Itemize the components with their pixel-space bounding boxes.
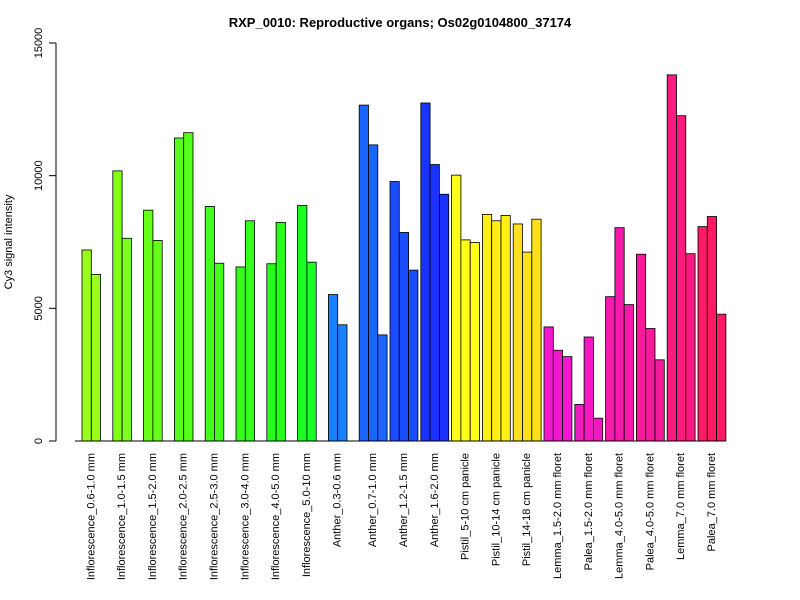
bar	[389, 181, 400, 442]
bar	[645, 328, 656, 442]
bar	[235, 266, 246, 442]
bar	[438, 193, 450, 442]
bar	[460, 239, 471, 442]
x-tick-label: Inflorescence_4.0-5.0 mm	[270, 453, 282, 580]
bar	[183, 132, 194, 442]
bar	[358, 104, 369, 442]
bars-group	[81, 74, 727, 442]
bar	[420, 102, 431, 442]
x-tick-label: Anther_1.6-2.0 mm	[429, 453, 441, 547]
bar	[583, 336, 594, 442]
x-tick-label: Palea_1.5-2.0 mm floret	[583, 453, 595, 570]
bar	[337, 324, 348, 442]
bar	[500, 215, 511, 442]
x-tick-label: Lemma_1.5-2.0 mm floret	[552, 453, 564, 579]
bar	[173, 137, 185, 442]
bar	[408, 269, 419, 442]
bar	[204, 206, 215, 442]
bar	[327, 294, 339, 442]
bar	[543, 326, 554, 442]
y-tick-label: 10000	[33, 160, 45, 191]
bar	[469, 242, 480, 442]
bar	[512, 223, 523, 442]
x-tick-label: Pistil_14-18 cm panicle	[521, 453, 533, 566]
bar	[522, 251, 533, 442]
x-tick-label: Inflorescence_5.0-10 mm	[301, 453, 313, 577]
y-tick-label: 5000	[33, 296, 45, 320]
bar	[297, 204, 308, 442]
bar	[614, 227, 625, 442]
x-tick-label: Pistil_5-10 cm panicle	[460, 453, 472, 560]
x-tick-label: Lemma_7.0 mm floret	[675, 453, 687, 560]
bar	[81, 249, 92, 442]
x-tick-label: Inflorescence_2.5-3.0 mm	[209, 453, 221, 580]
bar	[368, 144, 379, 442]
bar	[706, 216, 717, 442]
bar	[552, 349, 563, 442]
bar	[491, 220, 502, 442]
x-tick-label: Pistil_10-14 cm panicle	[490, 453, 502, 566]
y-tick-label: 0	[33, 438, 45, 444]
bar	[716, 313, 727, 442]
bar	[266, 263, 277, 442]
bar	[214, 262, 225, 442]
x-tick-label: Inflorescence_0.6-1.0 mm	[85, 453, 97, 580]
bar	[152, 240, 163, 442]
x-tick-label: Palea_7.0 mm floret	[706, 453, 718, 551]
bar	[593, 417, 604, 442]
bar	[574, 403, 585, 442]
x-tick-label: Anther_0.7-1.0 mm	[367, 453, 379, 547]
x-tick-labels: Inflorescence_0.6-1.0 mm Inflorescence_1.…	[85, 453, 718, 580]
bar	[143, 209, 154, 442]
chart-title: RXP_0010: Reproductive organs; Os02g0104…	[229, 15, 572, 30]
bar	[481, 214, 493, 442]
bar	[306, 261, 317, 442]
bar	[562, 356, 573, 442]
bar	[654, 359, 665, 442]
x-tick-label: Inflorescence_1.5-2.0 mm	[147, 453, 159, 580]
bar	[623, 304, 634, 442]
y-tick-label: 15000	[33, 28, 45, 59]
bar	[685, 253, 696, 442]
bar	[636, 253, 647, 442]
bar	[531, 218, 542, 442]
bar	[451, 174, 462, 442]
x-tick-label: Inflorescence_1.0-1.5 mm	[116, 453, 128, 580]
bar	[429, 164, 440, 442]
bar	[275, 221, 286, 442]
x-tick-label: Lemma_4.0-5.0 mm floret	[614, 453, 626, 579]
bar	[605, 296, 616, 442]
bar	[121, 237, 132, 442]
bar	[676, 115, 687, 442]
bar	[666, 74, 677, 442]
bar	[398, 232, 409, 442]
bar	[377, 334, 388, 442]
x-tick-label: Anther_1.2-1.5 mm	[398, 453, 410, 547]
bar	[697, 226, 708, 442]
bar	[244, 220, 256, 442]
y-axis: 0 5000 10000 15000	[33, 28, 57, 444]
x-tick-label: Inflorescence_2.0-2.5 mm	[178, 453, 190, 580]
bar	[90, 273, 102, 442]
x-tick-label: Anther_0.3-0.6 mm	[332, 453, 344, 547]
y-axis-label: Cy3 signal intensity	[3, 194, 15, 289]
x-tick-label: Inflorescence_3.0-4.0 mm	[239, 453, 251, 580]
x-tick-label: Palea_4.0-5.0 mm floret	[644, 453, 656, 570]
bar	[112, 170, 123, 442]
